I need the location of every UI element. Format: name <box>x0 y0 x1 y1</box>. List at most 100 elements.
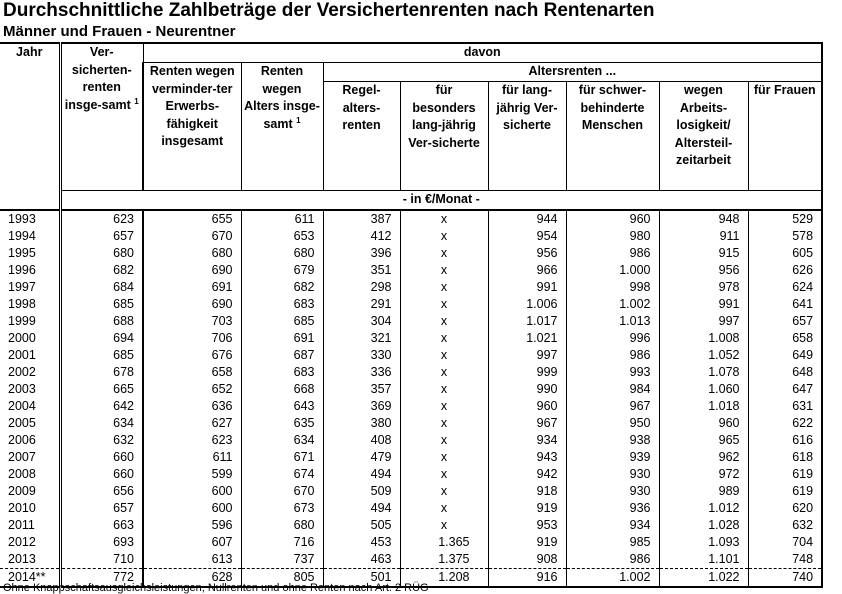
cell-value: 529 <box>747 210 824 228</box>
header-langjaehrig: für lang-jährig Ver-sicherte <box>487 81 566 191</box>
cell-value: x <box>399 398 488 415</box>
cell-year: 2002 <box>8 365 36 379</box>
cell-value: 691 <box>240 330 323 347</box>
cell-value: 336 <box>322 364 400 381</box>
cell-value: 634 <box>58 415 143 432</box>
cell-value: 680 <box>142 245 241 262</box>
header-versichertenrenten-label: Ver-sicherten-renten insge-samt <box>64 45 132 112</box>
cell-value: 618 <box>747 449 824 466</box>
cell-year: 2011 <box>8 518 35 532</box>
header-jahr: Jahr <box>16 45 43 59</box>
cell-value: 682 <box>58 262 143 279</box>
cell-value: x <box>399 296 488 313</box>
cell-value: 1.002 <box>565 568 659 588</box>
cell-value: 965 <box>658 432 748 449</box>
table-row: 2008 660 599 674 494 x 942 930 972 619 <box>0 466 824 483</box>
cell-value: x <box>399 466 488 483</box>
cell-value: 683 <box>240 296 323 313</box>
cell-value: 596 <box>142 517 241 534</box>
cell-value: 943 <box>487 449 566 466</box>
footnote-marker: 1 <box>296 115 301 125</box>
table-row: 2005 634 627 635 380 x 967 950 960 622 <box>0 415 824 432</box>
cell-value: 494 <box>322 466 400 483</box>
cell-value: 665 <box>58 381 143 398</box>
cell-value: 330 <box>322 347 400 364</box>
footnote-marker: 1 <box>134 96 139 106</box>
cell-value: 930 <box>565 466 659 483</box>
cell-value: x <box>399 347 488 364</box>
cell-value: 673 <box>240 500 323 517</box>
cell-year: 2006 <box>8 433 36 447</box>
header-altersrenten: Altersrenten ... <box>322 62 824 82</box>
cell-value: 676 <box>142 347 241 364</box>
table-row: 2007 660 611 671 479 x 943 939 962 618 <box>0 449 824 466</box>
cell-value: 908 <box>487 551 566 569</box>
table-row: 2001 685 676 687 330 x 997 986 1.052 649 <box>0 347 824 364</box>
table-row: 2000 694 706 691 321 x 1.021 996 1.008 658 <box>0 330 824 347</box>
cell-value: 682 <box>240 279 323 296</box>
cell-value: 1.018 <box>658 398 748 415</box>
cell-value: x <box>399 500 488 517</box>
table-row: 2003 665 652 668 357 x 990 984 1.060 647 <box>0 381 824 398</box>
cell-value: 956 <box>658 262 748 279</box>
cell-value: 505 <box>322 517 400 534</box>
cell-value: 670 <box>142 228 241 245</box>
cell-value: 703 <box>142 313 241 330</box>
cell-value: 1.017 <box>487 313 566 330</box>
cell-value: 991 <box>487 279 566 296</box>
cell-value: 670 <box>240 483 323 500</box>
cell-year: 2007 <box>8 450 36 464</box>
cell-value: 291 <box>322 296 400 313</box>
cell-value: 930 <box>565 483 659 500</box>
cell-value: 622 <box>747 415 824 432</box>
cell-value: 611 <box>240 210 323 228</box>
cell-value: 716 <box>240 534 323 551</box>
header-versichertenrenten: Ver-sicherten-renten insge-samt 1 <box>58 43 143 191</box>
cell-value: 989 <box>658 483 748 500</box>
cell-value: 623 <box>58 210 143 228</box>
cell-value: 623 <box>142 432 241 449</box>
cell-year: 1999 <box>8 314 36 328</box>
cell-value: x <box>399 415 488 432</box>
cell-value: 607 <box>142 534 241 551</box>
cell-value: 657 <box>58 228 143 245</box>
cell-year: 1996 <box>8 263 36 277</box>
cell-value: 985 <box>565 534 659 551</box>
cell-value: 412 <box>322 228 400 245</box>
cell-value: 960 <box>565 210 659 228</box>
cell-value: 641 <box>747 296 824 313</box>
cell-year: 2010 <box>8 501 36 515</box>
cell-value: 1.365 <box>399 534 488 551</box>
cell-value: 956 <box>487 245 566 262</box>
cell-value: 772 <box>58 568 143 588</box>
cell-value: 1.012 <box>658 500 748 517</box>
cell-value: 986 <box>565 347 659 364</box>
cell-value: 642 <box>58 398 143 415</box>
cell-value: 954 <box>487 228 566 245</box>
cell-value: 748 <box>747 551 824 569</box>
table-row: 1994 657 670 653 412 x 954 980 911 578 <box>0 228 824 245</box>
table-row: 1995 680 680 680 396 x 956 986 915 605 <box>0 245 824 262</box>
cell-value: 1.008 <box>658 330 748 347</box>
header-renten-em: Renten wegen verminder-ter Erwerbs-fähig… <box>142 62 241 191</box>
cell-value: 938 <box>565 432 659 449</box>
page-subtitle: Männer und Frauen - Neurentner <box>3 23 236 40</box>
cell-year: 1998 <box>8 297 36 311</box>
cell-value: 919 <box>487 500 566 517</box>
cell-value: 1.022 <box>658 568 748 588</box>
cell-value: 509 <box>322 483 400 500</box>
cell-year: 2004 <box>8 399 36 413</box>
cell-value: 939 <box>565 449 659 466</box>
table-row: 1999 688 703 685 304 x 1.017 1.013 997 657 <box>0 313 824 330</box>
cell-value: 710 <box>58 551 143 569</box>
cell-value: 663 <box>58 517 143 534</box>
cell-value: 357 <box>322 381 400 398</box>
page-title: Durchschnittliche Zahlbeträge der Versic… <box>3 0 655 21</box>
cell-value: 915 <box>658 245 748 262</box>
cell-value: 369 <box>322 398 400 415</box>
cell-value: x <box>399 279 488 296</box>
table-row: 1993 623 655 611 387 x 944 960 948 529 <box>0 210 824 228</box>
cell-value: 619 <box>747 483 824 500</box>
cell-value: 600 <box>142 500 241 517</box>
cell-value: x <box>399 483 488 500</box>
